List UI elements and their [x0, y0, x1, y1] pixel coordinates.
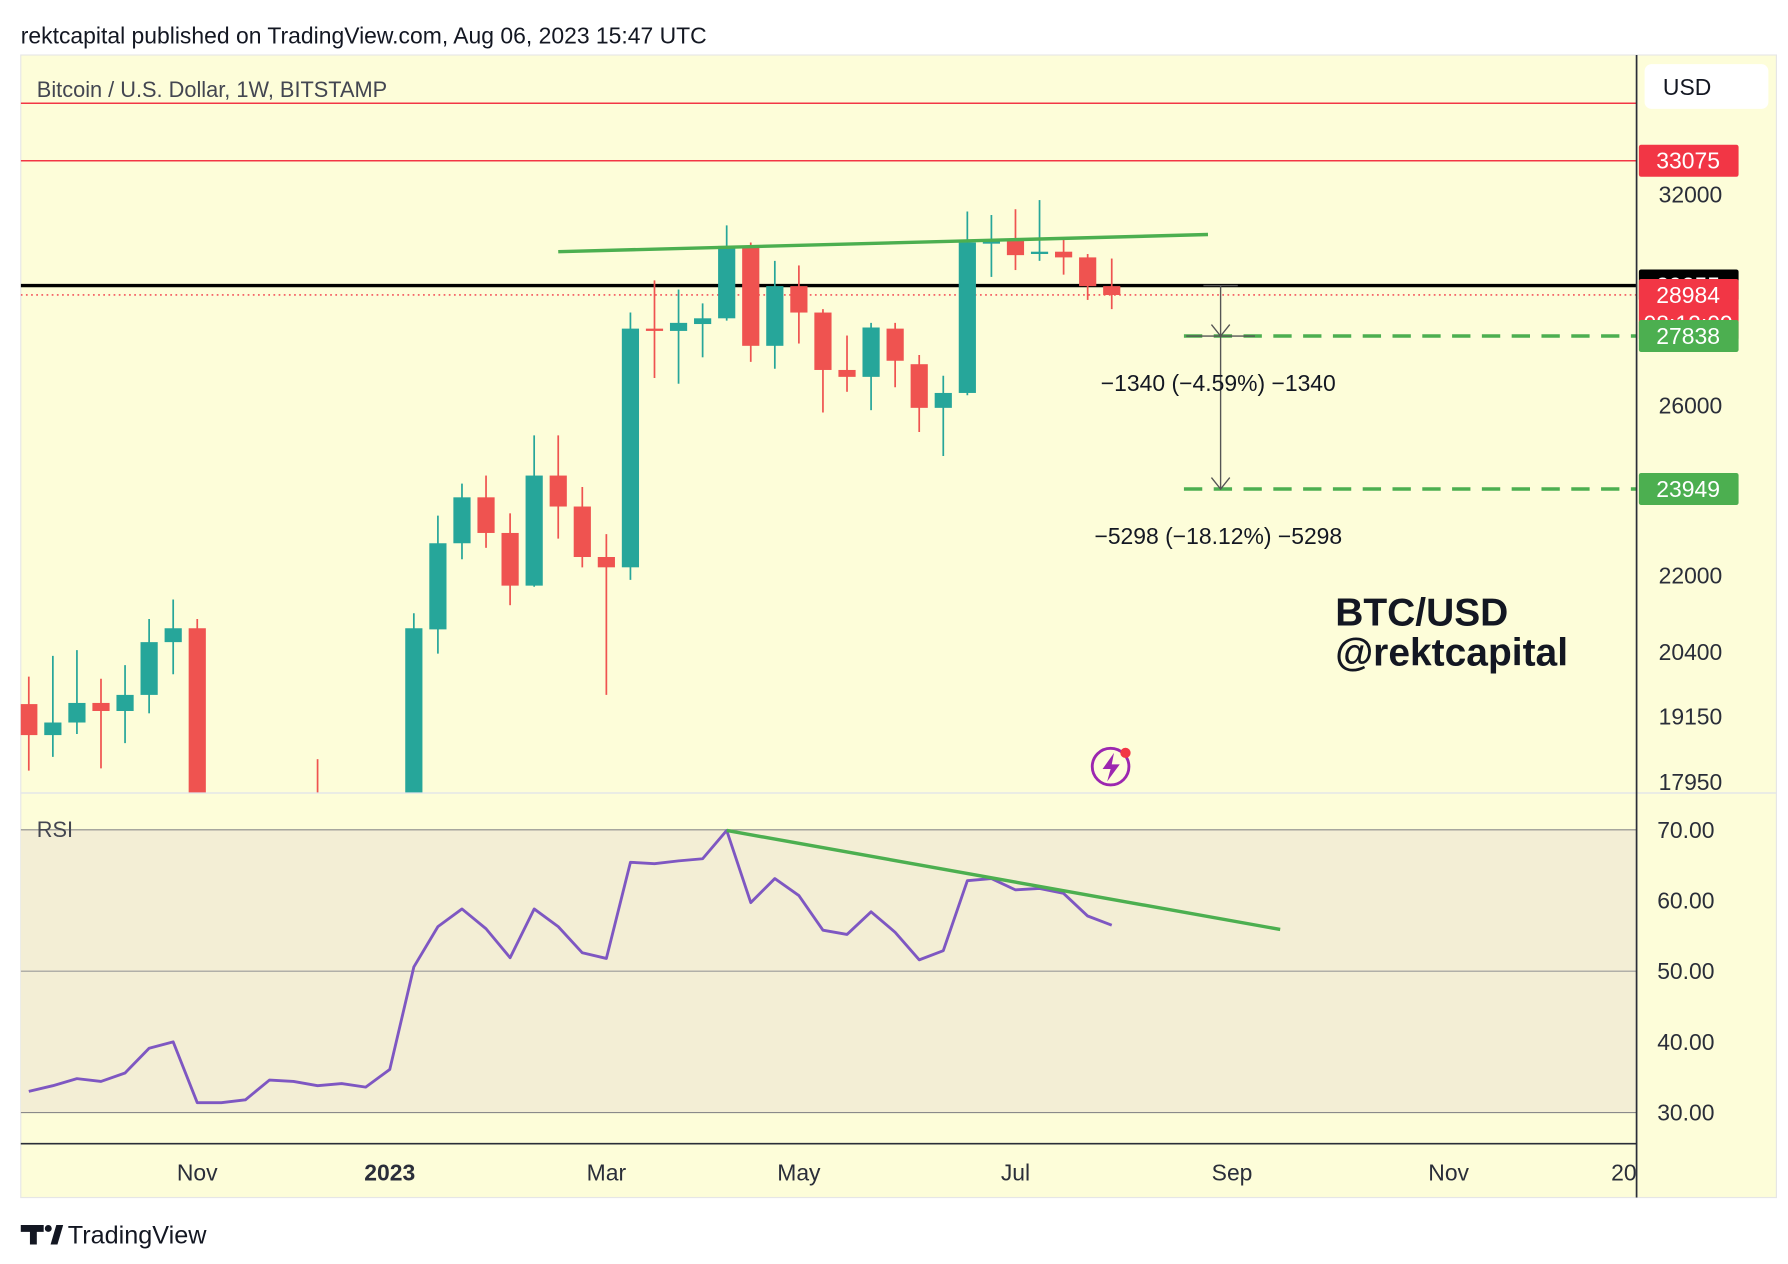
watermark: @rektcapital — [1335, 632, 1568, 675]
candle-body — [116, 694, 134, 711]
candle-body — [718, 245, 736, 319]
logo-mark[interactable] — [50, 1225, 64, 1245]
price-tag — [1638, 319, 1739, 353]
candle-body — [621, 328, 640, 568]
candle-body — [1079, 257, 1097, 287]
candle-body — [164, 628, 182, 643]
candle-body — [1006, 240, 1025, 256]
y-tick-label: 40.00 — [1657, 1029, 1714, 1055]
y-tick-label: 19150 — [1659, 703, 1723, 729]
alert-bolt[interactable] — [1102, 752, 1120, 782]
header: rektcapital published on TradingView.com… — [21, 23, 707, 49]
trendline — [726, 828, 1281, 932]
price-tag-label: 23949 — [1656, 476, 1720, 502]
x-tick-label: Mar — [587, 1159, 627, 1185]
y-tick-label: 20400 — [1659, 639, 1723, 665]
candle-body — [429, 543, 447, 630]
x-tick-label: 2023 — [364, 1159, 415, 1185]
candle-body — [766, 286, 784, 346]
candle-body — [525, 475, 543, 586]
candle-body — [1030, 251, 1049, 254]
y-tick-label: 26000 — [1659, 392, 1723, 418]
price-tag — [1638, 144, 1739, 177]
rsi-pane — [20, 828, 1637, 1114]
rsi-plot — [20, 828, 1637, 1114]
trendline — [558, 232, 1209, 254]
y-tick-label: 50.00 — [1657, 958, 1714, 984]
candle-body — [20, 704, 38, 736]
y-tick-label: 22000 — [1659, 562, 1723, 588]
candle-body — [1103, 286, 1121, 295]
currency-box[interactable] — [1644, 64, 1769, 109]
y-tick-label: 60.00 — [1657, 887, 1714, 913]
logo-mark[interactable] — [44, 1225, 52, 1232]
y-tick-label: 70.00 — [1657, 817, 1714, 843]
candle-body — [549, 475, 567, 507]
price-plot — [20, 102, 1637, 794]
watermark: BTC/USD — [1335, 592, 1508, 635]
candle-body — [453, 497, 471, 544]
candle-body — [645, 328, 664, 331]
alert-ring[interactable] — [1090, 746, 1131, 787]
price-tag — [1638, 472, 1739, 506]
candle-body — [742, 245, 760, 346]
candle-body — [1055, 251, 1073, 258]
alert-dot[interactable] — [1120, 747, 1131, 759]
candle-body — [92, 702, 110, 711]
y-tick-label: 30.00 — [1657, 1100, 1714, 1126]
x-tick-label: Jul — [1001, 1159, 1030, 1185]
price-tag-label: 28984 — [1656, 282, 1720, 308]
y-tick-label: 17950 — [1659, 769, 1723, 795]
price-tag-label: 27838 — [1656, 323, 1720, 349]
candle-body — [597, 557, 615, 568]
currency[interactable]: USD — [1663, 74, 1711, 100]
x-tick-label: 20 — [1611, 1159, 1636, 1185]
candle-body — [886, 328, 904, 361]
y-tick-label: 32000 — [1659, 181, 1723, 207]
candle-body — [814, 312, 832, 370]
measure-label: −5298 (−18.12%) −5298 — [1094, 523, 1342, 549]
x-tick-label: Nov — [1428, 1159, 1469, 1185]
candle-body — [140, 642, 158, 695]
rsi-title: RSI — [37, 817, 73, 842]
candle-body — [68, 702, 86, 723]
candle-body — [188, 628, 206, 794]
price-tag-label: 33075 — [1656, 148, 1720, 174]
candle-body — [958, 242, 976, 393]
candle-body — [669, 322, 688, 331]
logo-mark[interactable] — [20, 1225, 44, 1245]
price-pane — [20, 102, 1637, 794]
measure-arrow — [1210, 477, 1231, 491]
footer-logo[interactable]: TradingView — [20, 1221, 207, 1249]
rsi-line — [28, 829, 1113, 1105]
candle-body — [694, 318, 712, 325]
candle-body — [573, 506, 591, 558]
footer-logo-text[interactable]: TradingView — [68, 1221, 207, 1249]
candle-body — [790, 286, 808, 313]
candle-body — [934, 392, 952, 408]
candle-body — [838, 369, 856, 377]
x-tick-label: Nov — [177, 1159, 218, 1185]
measure-label: −1340 (−4.59%) −1340 — [1101, 370, 1336, 396]
candle-body — [501, 532, 519, 586]
x-tick-label: Sep — [1212, 1159, 1253, 1185]
symbol-title: Bitcoin / U.S. Dollar, 1W, BITSTAMP — [37, 77, 387, 102]
candle-body — [910, 364, 928, 408]
candle-body — [44, 722, 62, 736]
candle-body — [477, 497, 495, 533]
candle-body — [862, 327, 880, 377]
alert-icon[interactable] — [1090, 746, 1131, 787]
x-tick-label: May — [777, 1159, 821, 1185]
candle-body — [405, 628, 423, 794]
